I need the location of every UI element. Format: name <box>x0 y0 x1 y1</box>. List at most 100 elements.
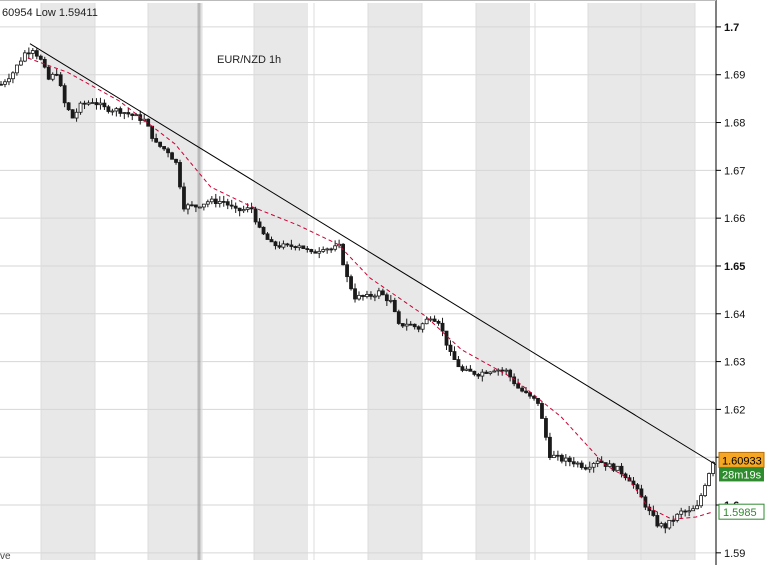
candle <box>615 465 620 471</box>
candle-body <box>663 523 668 529</box>
candle-body <box>520 387 524 392</box>
candle <box>333 240 338 252</box>
tick-label-3: 1.62 <box>724 404 745 416</box>
candle <box>667 519 672 530</box>
candle <box>257 218 262 229</box>
candle-body <box>357 294 361 300</box>
candle-body <box>261 226 266 235</box>
candle <box>408 321 413 326</box>
candle <box>277 241 282 249</box>
candle-body <box>333 245 338 250</box>
candle <box>50 72 55 82</box>
candle <box>78 101 83 115</box>
candle <box>110 108 115 116</box>
price-badges: 1.60933 28m19s 1.5985 <box>718 451 765 520</box>
candle <box>18 57 23 66</box>
candle-body <box>154 138 159 143</box>
candle <box>341 243 345 266</box>
candle-body <box>667 519 672 529</box>
candle-body <box>309 249 314 253</box>
candle-body <box>595 460 600 464</box>
candle-body <box>186 204 190 210</box>
candle-body <box>452 351 457 360</box>
candle-body <box>349 276 353 290</box>
candle <box>158 141 163 149</box>
candle-body <box>38 55 43 60</box>
candle-body <box>508 369 513 378</box>
candle-body <box>297 245 302 249</box>
candle <box>400 323 405 329</box>
candle <box>500 367 505 376</box>
session-band-0 <box>41 3 95 560</box>
candle <box>663 521 668 534</box>
candle-body <box>388 299 393 302</box>
candle-body <box>134 114 139 117</box>
candle-body <box>591 463 596 468</box>
candle <box>174 158 178 165</box>
candle-body <box>162 146 166 150</box>
candle-body <box>540 403 544 419</box>
candle-body <box>528 392 532 397</box>
candle-body <box>86 102 91 105</box>
candle-body <box>635 484 640 490</box>
candle-body <box>18 60 23 66</box>
candle <box>237 207 242 217</box>
candle <box>170 151 174 160</box>
candle <box>384 292 389 306</box>
candle <box>428 316 433 322</box>
candle-body <box>380 290 385 296</box>
candle <box>440 317 445 337</box>
candle-body <box>619 465 624 475</box>
candle-body <box>611 463 616 471</box>
candle-body <box>118 108 123 114</box>
candle <box>583 464 588 471</box>
candle-body <box>213 198 218 204</box>
candle-body <box>699 495 703 507</box>
candle <box>221 195 226 207</box>
candle <box>695 500 700 510</box>
candle-body <box>201 203 206 208</box>
candle <box>528 392 532 399</box>
candle <box>468 365 473 372</box>
tick-label-0: 1.59 <box>724 548 745 560</box>
candle <box>488 371 493 376</box>
candle-body <box>90 102 95 104</box>
candle <box>540 401 544 419</box>
candle <box>671 515 676 527</box>
candle-body <box>190 204 194 207</box>
candle <box>587 461 592 473</box>
candle-body <box>285 243 290 246</box>
candle-body <box>392 299 397 313</box>
candle-body <box>492 370 497 373</box>
candle <box>571 457 576 468</box>
price-axis: 1.591.61.611.621.631.641.651.661.671.681… <box>0 0 745 565</box>
candle <box>265 232 270 240</box>
tick-label-6: 1.65 <box>724 261 745 273</box>
candle-body <box>496 369 501 372</box>
candle-body <box>615 465 620 471</box>
trendline[interactable] <box>29 43 717 466</box>
candle-body <box>555 454 560 457</box>
candle <box>683 509 688 517</box>
candle-body <box>687 510 692 513</box>
candle <box>456 356 461 368</box>
candle-body <box>221 201 226 203</box>
candle-body <box>484 371 489 374</box>
candle-body <box>182 186 186 210</box>
candle-body <box>552 454 556 458</box>
candle-body <box>241 209 246 212</box>
candle <box>361 294 365 301</box>
candle-body <box>404 323 409 327</box>
candle-body <box>70 109 75 119</box>
candle <box>444 330 449 350</box>
candle <box>464 365 469 372</box>
tick-label-5: 1.64 <box>724 309 745 321</box>
candle-body <box>468 368 473 372</box>
candle <box>611 462 616 473</box>
candle-body <box>516 383 521 389</box>
candle <box>11 71 15 84</box>
candle <box>86 100 91 106</box>
candle-body <box>643 496 648 508</box>
candle <box>536 397 540 407</box>
